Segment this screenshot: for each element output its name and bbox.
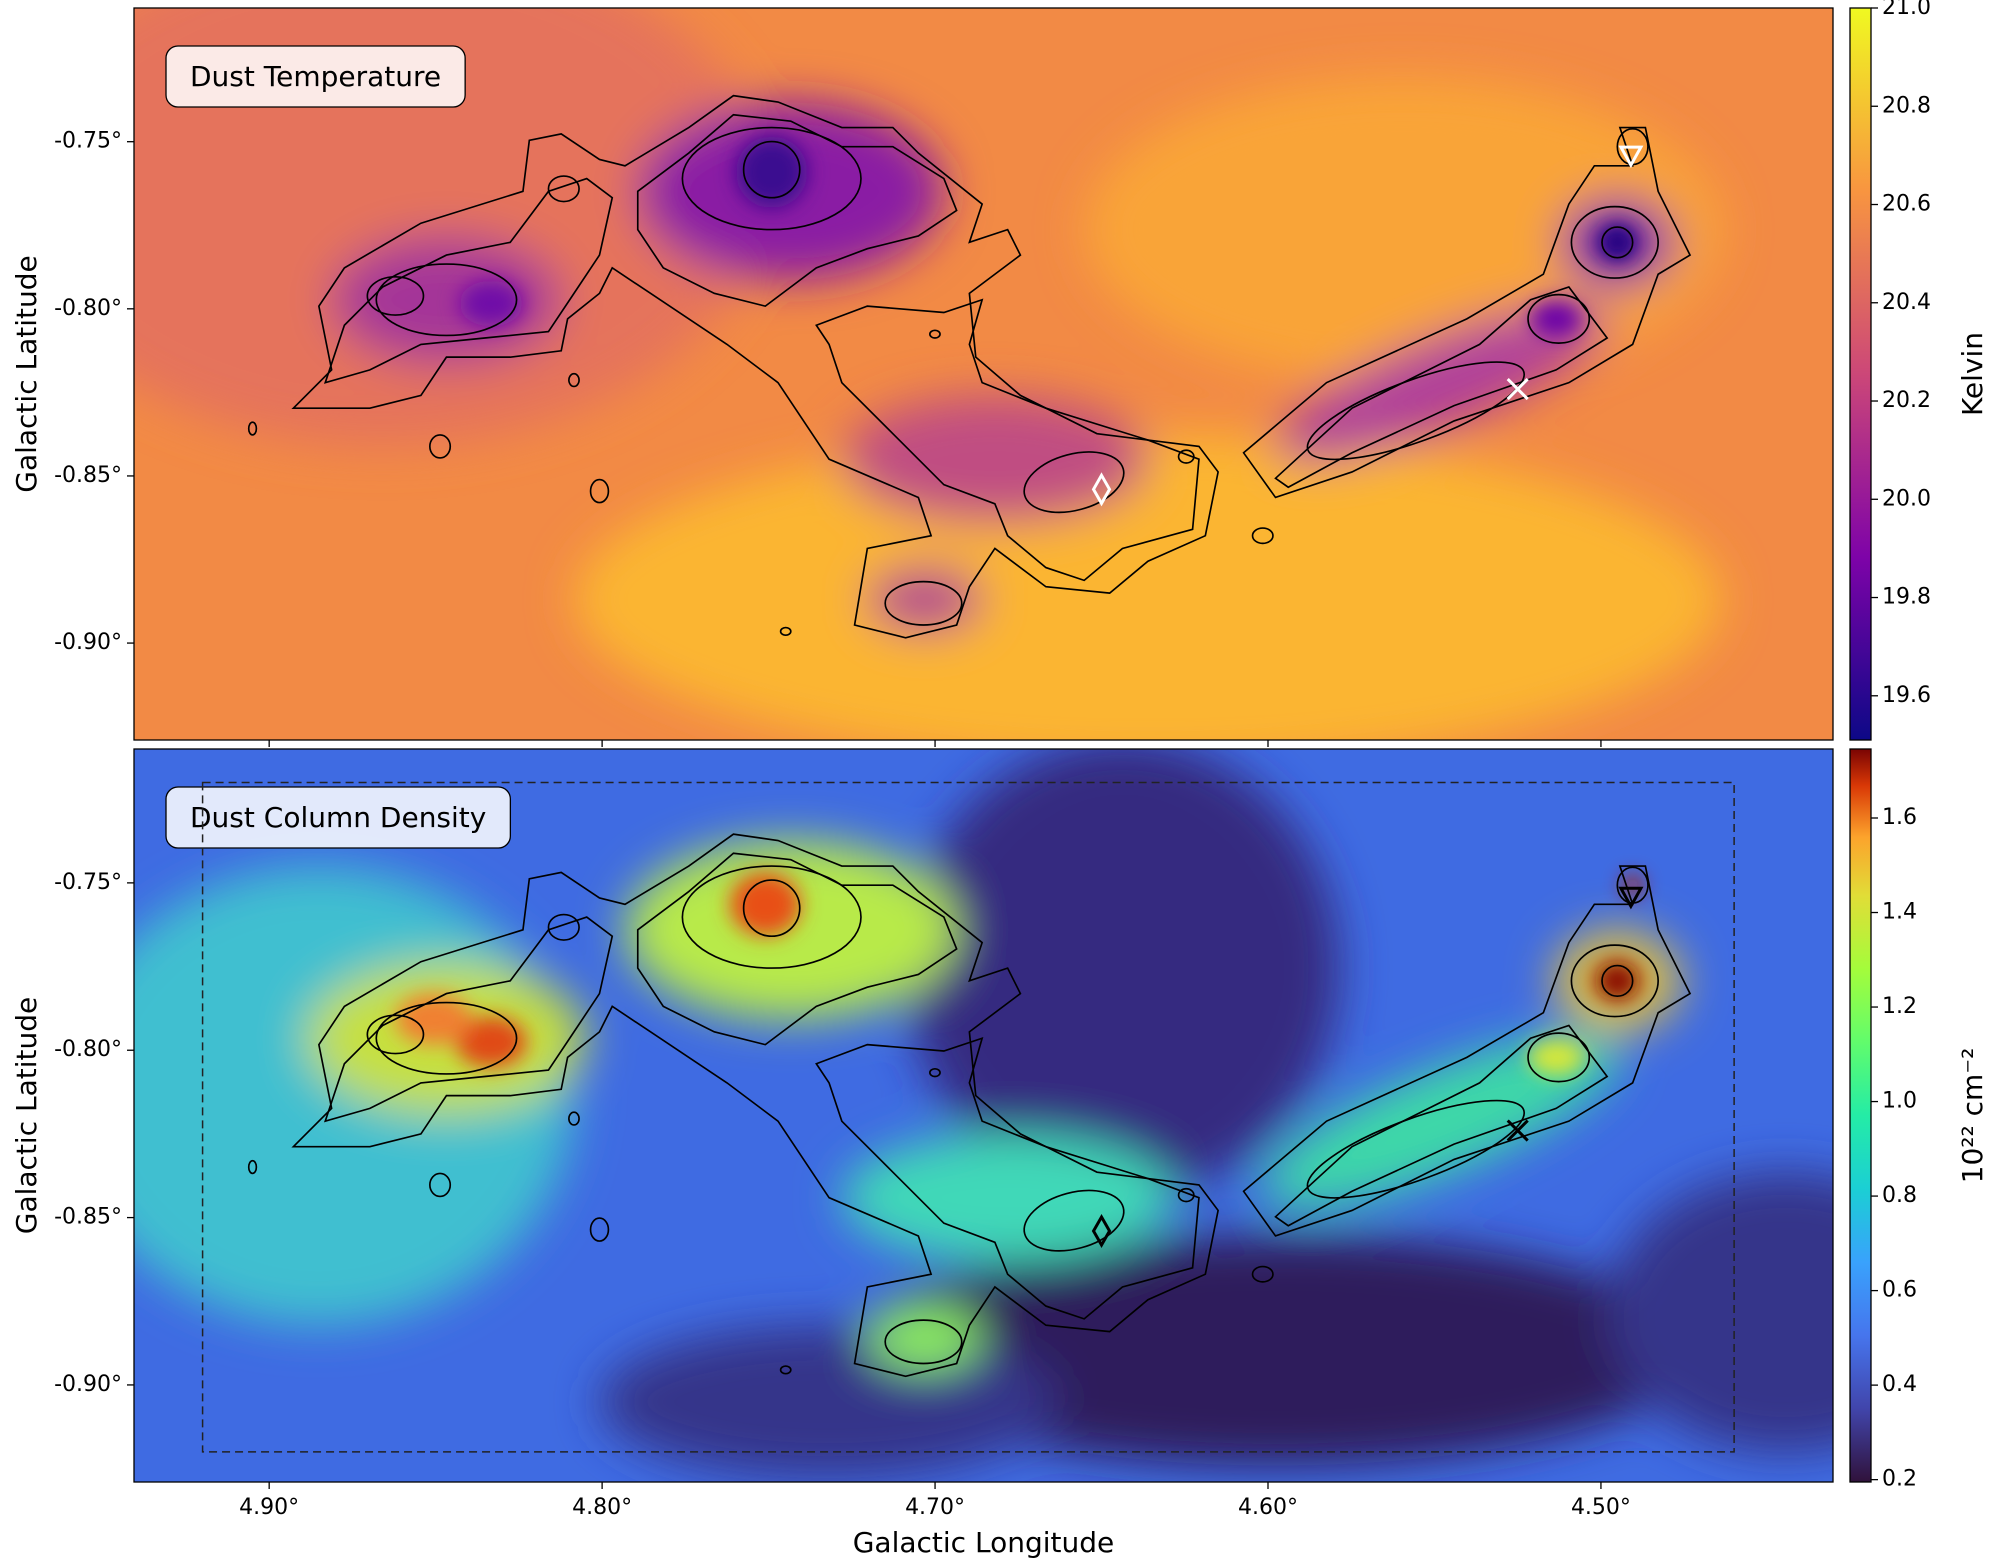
panel-title: Dust Column Density — [190, 801, 486, 834]
panel-title: Dust Temperature — [190, 60, 441, 93]
x-tick-label: 4.90° — [239, 1495, 299, 1520]
y-axis-label: Galactic Latitude — [10, 255, 43, 492]
colorbar — [1849, 7, 1872, 741]
colorbar-tick-label: 0.2 — [1882, 1467, 1917, 1492]
y-tick-label: -0.85° — [54, 463, 122, 488]
panel-title-box — [165, 786, 512, 849]
marker-x — [1506, 1119, 1529, 1142]
plot-frame — [133, 7, 1834, 741]
colorbar — [1849, 748, 1872, 1483]
colorbar-tick-label: 1.0 — [1882, 1089, 1917, 1114]
colorbar-tick-label: 19.6 — [1882, 683, 1931, 708]
colorbar-label: Kelvin — [1956, 332, 1989, 416]
y-tick-label: -0.80° — [54, 296, 122, 321]
colorbar-tick-label: 0.6 — [1882, 1278, 1917, 1303]
y-tick-label: -0.80° — [54, 1037, 122, 1062]
colorbar-label: 10²² cm⁻² — [1956, 1048, 1989, 1184]
y-tick-label: -0.75° — [54, 129, 122, 154]
colorbar-tick-label: 20.4 — [1882, 290, 1931, 315]
plot-frame — [133, 748, 1834, 1483]
y-tick-label: -0.90° — [54, 1372, 122, 1397]
colorbar-tick-label: 19.8 — [1882, 585, 1931, 610]
colorbar-tick-label: 0.8 — [1882, 1183, 1917, 1208]
colorbar-tick-label: 1.6 — [1882, 805, 1917, 830]
colorbar-tick-label: 1.4 — [1882, 900, 1917, 925]
marker-x — [1506, 377, 1529, 401]
colorbar-tick-label: 21.0 — [1882, 0, 1931, 20]
colorbar-tick-label: 20.8 — [1882, 93, 1931, 118]
y-tick-label: -0.75° — [54, 870, 122, 895]
panel-title-box — [165, 45, 466, 108]
map-texture — [134, 8, 1722, 740]
temperature-map — [134, 8, 1833, 740]
x-tick-label: 4.50° — [1571, 1495, 1631, 1520]
marker-diamond — [1091, 1213, 1112, 1248]
colorbar-tick-label: 20.2 — [1882, 388, 1931, 413]
x-tick-label: 4.60° — [1238, 1495, 1298, 1520]
colorbar-tick-label: 20.6 — [1882, 192, 1931, 217]
map-cores — [459, 136, 1638, 337]
x-tick-label: 4.80° — [572, 1495, 632, 1520]
region-box — [201, 781, 1735, 1453]
colorbar-tick-label: 1.2 — [1882, 994, 1917, 1019]
x-tick-label: 4.70° — [905, 1495, 965, 1520]
marker-triangle — [1618, 886, 1644, 910]
marker-diamond — [1091, 472, 1112, 507]
marker-triangle — [1618, 145, 1644, 169]
x-axis-label: Galactic Longitude — [853, 1526, 1115, 1559]
colorbar-tick-label: 20.0 — [1882, 486, 1931, 511]
y-tick-label: -0.90° — [54, 630, 122, 655]
colorbar-tick-label: 0.4 — [1882, 1372, 1917, 1397]
y-tick-label: -0.85° — [54, 1205, 122, 1230]
column-density-map — [134, 749, 1833, 1482]
y-axis-label: Galactic Latitude — [10, 997, 43, 1234]
